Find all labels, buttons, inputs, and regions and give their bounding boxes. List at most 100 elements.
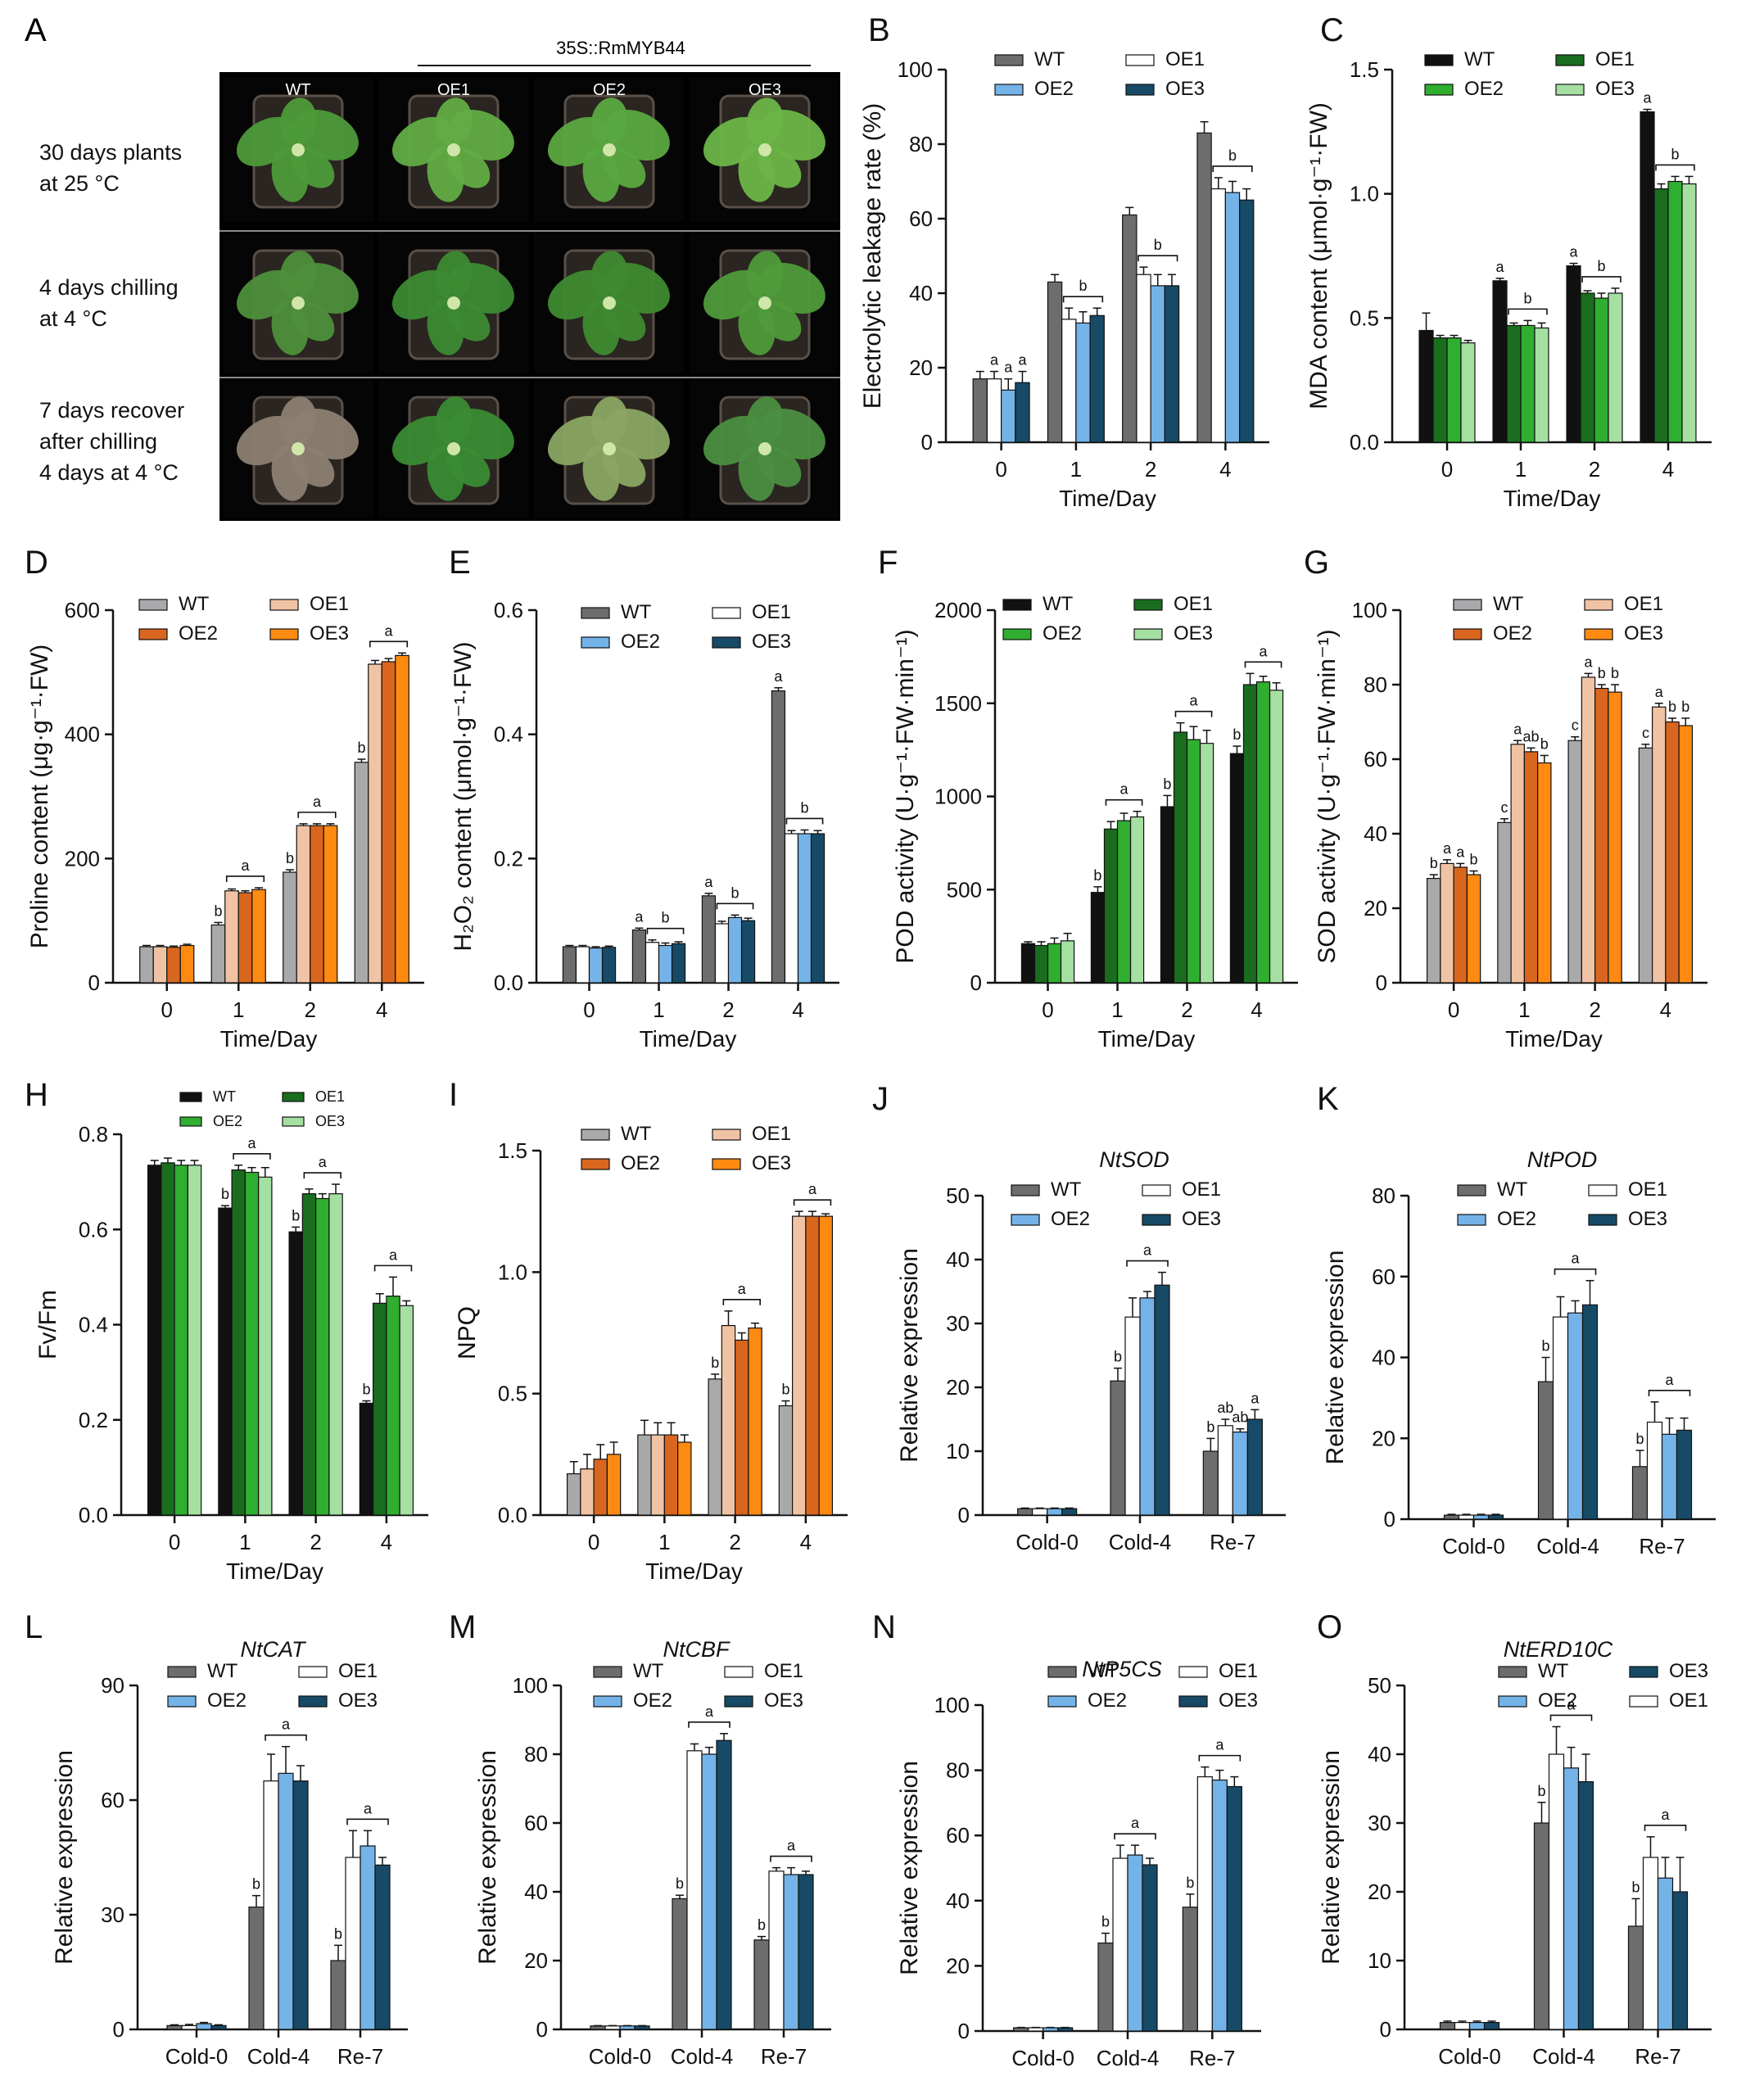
bar-oe1	[1032, 1508, 1048, 1516]
legend-label-oe1: OE1	[1624, 593, 1663, 615]
bar-wt	[1492, 280, 1508, 443]
group-significance-letter: a	[787, 1838, 796, 1854]
legend-swatch-oe3	[1588, 1214, 1617, 1226]
x-tick-label: 2	[1181, 997, 1192, 1022]
bar-oe3	[323, 825, 338, 984]
bar-oe3	[810, 833, 825, 984]
legend-label-oe1: OE1	[1182, 1178, 1221, 1201]
significance-letter: b	[221, 1186, 229, 1202]
bar-oe3	[1534, 327, 1549, 443]
legend-label-oe3: OE3	[1182, 1208, 1221, 1230]
plant-leaf	[602, 147, 646, 188]
significance-letter: a	[1456, 844, 1465, 860]
plant-leaf	[279, 251, 317, 300]
panel-letter-k: K	[1317, 1081, 1339, 1117]
legend-label-oe3: OE3	[1219, 1690, 1258, 1712]
legend-swatch-oe1	[1125, 54, 1155, 66]
panel-letter-j: J	[872, 1081, 889, 1117]
y-tick-label: 0.0	[494, 970, 523, 995]
bar-wt	[1090, 892, 1106, 984]
bar-oe3	[1061, 1508, 1078, 1516]
bar-wt	[1418, 329, 1434, 443]
y-tick-label: 0	[536, 2017, 548, 2042]
significance-letter: b	[676, 1875, 684, 1892]
significance-letter: b	[1598, 665, 1606, 681]
plant-leaf	[746, 97, 784, 147]
y-tick-label: 40	[946, 1889, 970, 1913]
legend-swatch-oe2	[581, 636, 610, 649]
chart-panel-h: H 0.0 0.2 0.4 0.6 0.8 Fv/Fm 0 1 2 4 Time/Day b a b a b a W…	[25, 1077, 428, 1584]
bar-wt	[1537, 1381, 1554, 1520]
x-tick-label: 4	[1662, 457, 1674, 482]
bar-wt	[771, 690, 786, 984]
plant-center	[292, 143, 305, 156]
bar-wt	[1638, 747, 1653, 984]
bar-oe2	[1468, 2022, 1486, 2030]
plant-center	[447, 143, 460, 156]
group-bracket	[1198, 1754, 1242, 1762]
photo-column-label-wt: WT	[285, 81, 310, 99]
x-tick-label: Cold-0	[589, 2044, 652, 2069]
bar-oe2	[310, 825, 324, 984]
legend-swatch-oe2	[581, 1158, 610, 1170]
y-axis-label: NPQ	[454, 1306, 481, 1359]
y-axis-label: Relative expression	[1318, 1750, 1345, 1965]
legend-label-wt: WT	[621, 1123, 652, 1145]
legend-label-oe2: OE2	[1043, 622, 1082, 645]
bar-oe1	[721, 1324, 736, 1516]
group-bracket	[793, 1199, 832, 1206]
bar-oe2	[1472, 1514, 1490, 1520]
chart-panel-j: J NtSOD 0 10 20 30 40 50 Relative expression Cold…	[872, 1081, 1286, 1554]
legend-label-wt: WT	[207, 1660, 238, 1682]
bar-oe3	[1060, 940, 1075, 984]
bar-oe1	[345, 1857, 361, 2030]
x-axis-label: Time/Day	[1505, 1026, 1603, 1052]
bar-oe3	[1154, 1284, 1170, 1516]
plant-leaf	[291, 301, 335, 342]
legend-label-oe1: OE1	[764, 1660, 803, 1682]
x-tick-label: 0	[995, 457, 1006, 482]
bar-oe3	[251, 889, 266, 984]
bar-oe2	[1116, 820, 1132, 984]
bar-oe1	[152, 946, 168, 984]
y-tick-label: 20	[909, 355, 933, 380]
group-significance-letter: a	[1120, 781, 1129, 798]
y-tick-label: 80	[1364, 672, 1387, 697]
legend-swatch-oe1	[712, 1129, 741, 1141]
y-tick-label: 40	[946, 1247, 970, 1272]
bar-oe3	[1129, 816, 1145, 984]
y-tick-label: 0	[958, 2019, 970, 2043]
y-tick-label: 1500	[934, 691, 982, 716]
y-tick-label: 0	[88, 970, 100, 995]
bar-oe3	[1608, 691, 1622, 984]
y-tick-label: 80	[1372, 1183, 1395, 1208]
legend-swatch-wt	[581, 607, 610, 619]
x-tick-label: 0	[588, 1530, 599, 1554]
bar-wt	[288, 1231, 303, 1516]
bar-oe2	[1047, 943, 1062, 984]
plant-leaf	[446, 147, 491, 188]
group-bracket	[1644, 1825, 1687, 1831]
bar-wt	[972, 378, 988, 443]
y-axis-label: Electrolytic leakage rate (%)	[859, 103, 886, 409]
bar-wt	[1443, 1514, 1460, 1520]
legend-label-oe1: OE1	[1595, 48, 1635, 70]
bar-oe2	[588, 947, 604, 984]
group-bracket	[785, 817, 824, 825]
x-tick-label: 4	[1219, 457, 1231, 482]
group-significance-letter: a	[1131, 1815, 1140, 1831]
bar-oe3	[1142, 1864, 1158, 2032]
photo-column-label-oe2: OE2	[593, 81, 626, 99]
legend-swatch-wt	[1424, 54, 1454, 66]
y-tick-label: 100	[513, 1673, 548, 1698]
bar-oe1	[263, 1780, 279, 2030]
plant-leaf	[446, 301, 491, 342]
legend-label-oe2: OE2	[1464, 78, 1504, 100]
bar-oe2	[797, 833, 812, 984]
group-bracket	[1244, 661, 1282, 668]
bar-oe1	[1210, 188, 1226, 443]
bar-oe1	[645, 942, 660, 984]
bar-oe2	[196, 2023, 212, 2030]
bar-oe2	[237, 892, 253, 984]
